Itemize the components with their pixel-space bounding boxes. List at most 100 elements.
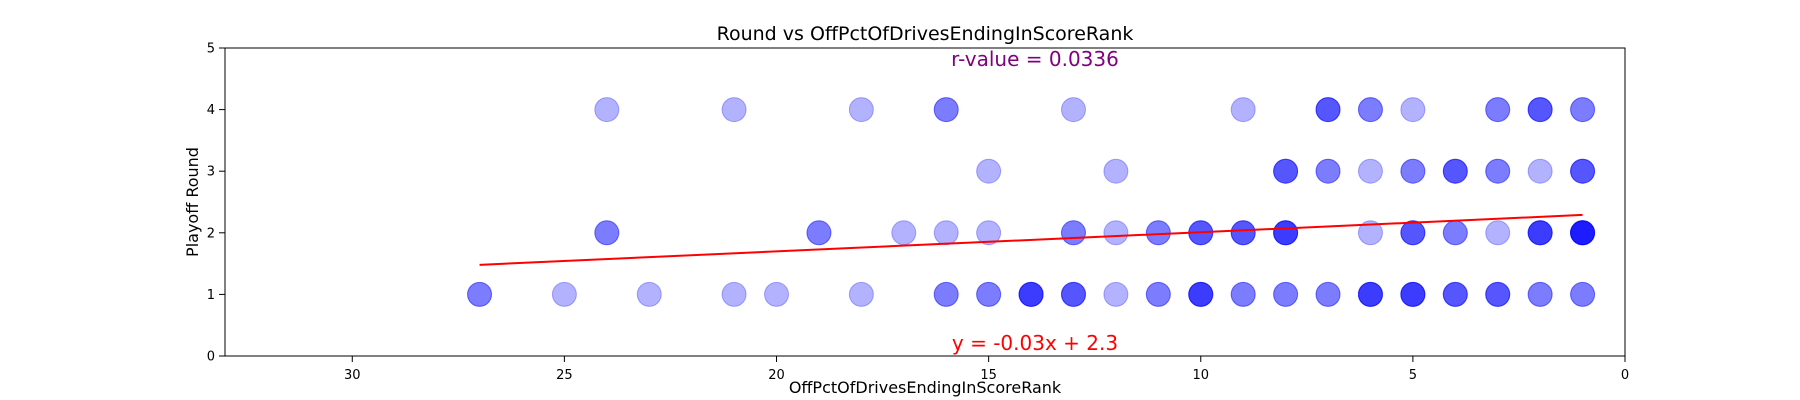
scatter-point	[1400, 281, 1426, 307]
scatter-point	[1527, 281, 1553, 307]
scatter-point	[933, 220, 959, 246]
scatter-point	[1230, 220, 1256, 246]
scatter-point	[1230, 281, 1256, 307]
scatter-point	[1145, 281, 1171, 307]
scatter-point	[1400, 220, 1426, 246]
scatter-point	[551, 281, 577, 307]
scatter-point	[1527, 281, 1553, 307]
scatter-point	[1527, 220, 1553, 246]
scatter-point	[1400, 281, 1426, 307]
scatter-point	[1400, 97, 1426, 123]
scatter-point	[1188, 281, 1214, 307]
scatter-point	[1485, 281, 1511, 307]
scatter-point	[1018, 281, 1044, 307]
scatter-point	[1570, 220, 1596, 246]
scatter-point	[1527, 220, 1553, 246]
scatter-point	[1357, 281, 1383, 307]
scatter-point	[1060, 97, 1086, 123]
scatter-point	[1485, 97, 1511, 123]
scatter-point	[1018, 281, 1044, 307]
trend-equation-annotation: y = -0.03x + 2.3	[952, 331, 1118, 355]
scatter-point	[1442, 158, 1468, 184]
scatter-point	[1442, 281, 1468, 307]
scatter-point	[976, 281, 1002, 307]
scatter-point	[1357, 281, 1383, 307]
scatter-point	[1273, 220, 1299, 246]
scatter-point	[1527, 97, 1553, 123]
scatter-point	[1400, 281, 1426, 307]
scatter-point	[933, 281, 959, 307]
y-tick-label: 0	[207, 350, 215, 365]
scatter-point	[1570, 97, 1596, 123]
x-tick-label: 30	[344, 368, 361, 383]
scatter-point	[806, 220, 832, 246]
scatter-point	[1060, 281, 1086, 307]
scatter-point	[1273, 158, 1299, 184]
scatter-point	[1315, 97, 1341, 123]
scatter-points	[467, 97, 1596, 307]
scatter-point	[1315, 281, 1341, 307]
scatter-point	[1357, 220, 1383, 246]
scatter-point	[1230, 220, 1256, 246]
scatter-point	[1570, 220, 1596, 246]
scatter-point	[1230, 220, 1256, 246]
y-tick-label: 1	[207, 288, 215, 303]
scatter-point	[848, 97, 874, 123]
scatter-point	[1485, 158, 1511, 184]
scatter-point	[1145, 281, 1171, 307]
scatter-point	[1527, 158, 1553, 184]
scatter-point	[594, 220, 620, 246]
scatter-point	[1527, 220, 1553, 246]
scatter-point	[1273, 220, 1299, 246]
scatter-point	[1273, 281, 1299, 307]
y-tick-label: 3	[207, 165, 215, 180]
r-value-annotation: r-value = 0.0336	[951, 47, 1119, 71]
scatter-point	[1273, 220, 1299, 246]
scatter-point	[1442, 220, 1468, 246]
scatter-point	[1273, 281, 1299, 307]
scatter-point	[1570, 220, 1596, 246]
scatter-point	[1442, 158, 1468, 184]
scatter-point	[1527, 97, 1553, 123]
scatter-point	[1485, 281, 1511, 307]
x-tick-label: 15	[980, 368, 997, 383]
scatter-point	[976, 281, 1002, 307]
scatter-point	[1400, 220, 1426, 246]
scatter-point	[933, 97, 959, 123]
plot-area	[224, 47, 1626, 357]
x-axis-label: OffPctOfDrivesEndingInScoreRank	[789, 378, 1062, 397]
scatter-point	[1315, 97, 1341, 123]
scatter-point	[1060, 281, 1086, 307]
scatter-point	[1527, 220, 1553, 246]
x-tick-label: 5	[1409, 368, 1417, 383]
scatter-point	[1570, 281, 1596, 307]
scatter-point	[1400, 158, 1426, 184]
scatter-point	[1273, 158, 1299, 184]
scatter-point	[1188, 281, 1214, 307]
scatter-point	[721, 281, 747, 307]
chart-title: Round vs OffPctOfDrivesEndingInScoreRank	[717, 23, 1134, 45]
scatter-point	[933, 281, 959, 307]
scatter-point	[891, 220, 917, 246]
scatter-point	[1018, 281, 1044, 307]
x-tick-label: 25	[556, 368, 573, 383]
scatter-point	[1273, 220, 1299, 246]
scatter-point	[1060, 281, 1086, 307]
scatter-point	[1570, 158, 1596, 184]
plot-frame	[224, 47, 1626, 357]
scatter-point	[1357, 97, 1383, 123]
scatter-point	[1357, 281, 1383, 307]
scatter-point	[1570, 158, 1596, 184]
scatter-point	[1103, 158, 1129, 184]
scatter-point	[1103, 220, 1129, 246]
scatter-point	[721, 97, 747, 123]
scatter-point	[1485, 158, 1511, 184]
scatter-point	[1230, 281, 1256, 307]
scatter-point	[1018, 281, 1044, 307]
x-axis-ticks: 30 25 20 15 10 5 0	[344, 356, 1629, 383]
scatter-point	[764, 281, 790, 307]
scatter-point	[1442, 158, 1468, 184]
scatter-point	[1485, 97, 1511, 123]
scatter-point	[1570, 281, 1596, 307]
y-axis-label: Playoff Round	[183, 147, 202, 257]
